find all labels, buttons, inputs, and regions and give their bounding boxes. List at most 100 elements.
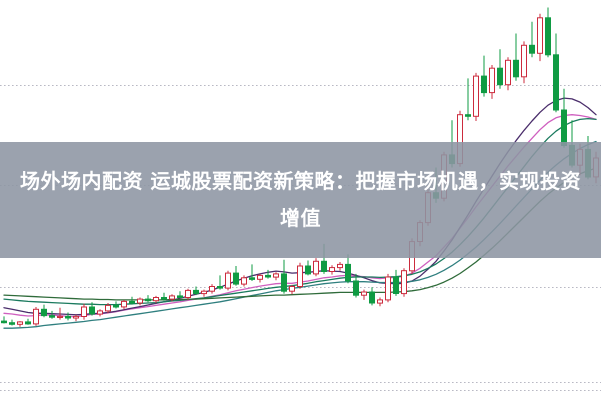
candle xyxy=(465,78,471,121)
candle-body xyxy=(537,17,543,54)
candle-body xyxy=(129,300,135,304)
candle xyxy=(353,273,359,298)
candle xyxy=(161,292,167,301)
title-overlay-banner: 场外场内配资 运城股票配资新策略：把握市场机遇，实现投资增值 xyxy=(0,142,601,258)
candle-body xyxy=(393,276,399,294)
candle xyxy=(361,289,367,300)
candle-body xyxy=(289,286,295,292)
candle-body xyxy=(385,276,391,301)
candle xyxy=(169,294,175,302)
candle-body xyxy=(489,67,495,94)
candle xyxy=(345,254,351,284)
candle-body xyxy=(497,67,503,86)
candle-body xyxy=(217,286,223,289)
candle xyxy=(481,55,487,97)
candle-body xyxy=(177,295,183,298)
candle-body xyxy=(185,289,191,298)
candle xyxy=(497,49,503,89)
candle xyxy=(177,291,183,299)
candle xyxy=(73,314,79,322)
candle-body xyxy=(105,304,111,312)
candle xyxy=(9,319,15,326)
candle xyxy=(553,33,559,113)
candle-body xyxy=(81,306,87,317)
candle xyxy=(257,273,263,283)
candle-body xyxy=(169,295,175,300)
candle-body xyxy=(97,310,103,315)
candle xyxy=(49,310,55,319)
candle-body xyxy=(137,298,143,304)
candle xyxy=(329,265,335,275)
candle xyxy=(145,295,151,303)
candle-body xyxy=(337,263,343,269)
candle xyxy=(305,260,311,276)
candle xyxy=(81,303,87,320)
candle xyxy=(33,307,39,326)
candle xyxy=(505,57,511,91)
candle-body xyxy=(297,265,303,287)
candle xyxy=(57,307,63,320)
candle-body xyxy=(265,274,271,278)
candle-body xyxy=(377,299,383,304)
candle-body xyxy=(513,59,519,78)
candle-body xyxy=(481,75,487,94)
candle-body xyxy=(41,308,47,317)
candle-body xyxy=(473,75,479,117)
candle-body xyxy=(225,272,231,289)
candle xyxy=(113,301,119,309)
candle xyxy=(233,266,239,286)
candle xyxy=(1,316,7,324)
candle-body xyxy=(249,277,255,280)
candle xyxy=(377,297,383,307)
candle-body xyxy=(545,17,551,56)
candle xyxy=(337,262,343,271)
candle xyxy=(265,269,271,279)
candle-body xyxy=(561,109,567,146)
candle xyxy=(273,272,279,281)
candle xyxy=(385,273,391,303)
candle-body xyxy=(89,306,95,315)
candle-body xyxy=(281,273,287,292)
candle-body xyxy=(529,44,535,54)
candle-body xyxy=(505,59,511,86)
candle-body xyxy=(345,263,351,282)
candle xyxy=(105,303,111,314)
candle xyxy=(393,269,399,296)
candle-body xyxy=(145,298,151,302)
candle-body xyxy=(113,304,119,308)
candle-body xyxy=(209,286,215,292)
candle xyxy=(225,270,231,291)
candle xyxy=(89,302,95,316)
candle xyxy=(537,13,543,62)
candle xyxy=(193,286,199,296)
candle-body xyxy=(233,272,239,285)
candle-body xyxy=(241,277,247,285)
candle xyxy=(97,309,103,317)
candle xyxy=(313,258,319,277)
candle-body xyxy=(9,322,15,325)
overlay-title-text: 场外场内配资 运城股票配资新策略：把握市场机遇，实现投资增值 xyxy=(20,169,581,230)
candle xyxy=(289,284,295,295)
candle xyxy=(121,299,127,310)
candle xyxy=(521,41,527,84)
candle-body xyxy=(49,315,55,318)
candle xyxy=(201,289,207,297)
candle xyxy=(25,318,31,325)
candle-body xyxy=(321,260,327,272)
candle xyxy=(529,21,535,58)
candle-body xyxy=(73,315,79,319)
candle xyxy=(489,65,495,99)
candle xyxy=(129,296,135,305)
candle xyxy=(545,7,551,58)
candle-body xyxy=(1,320,7,324)
candle-body xyxy=(521,44,527,78)
candle-body xyxy=(353,280,359,296)
candle xyxy=(281,259,287,294)
candle-body xyxy=(201,290,207,295)
candle-body xyxy=(17,321,23,325)
candle-body xyxy=(161,297,167,300)
candle xyxy=(513,33,519,81)
candle xyxy=(241,275,247,287)
candle-body xyxy=(465,114,471,117)
